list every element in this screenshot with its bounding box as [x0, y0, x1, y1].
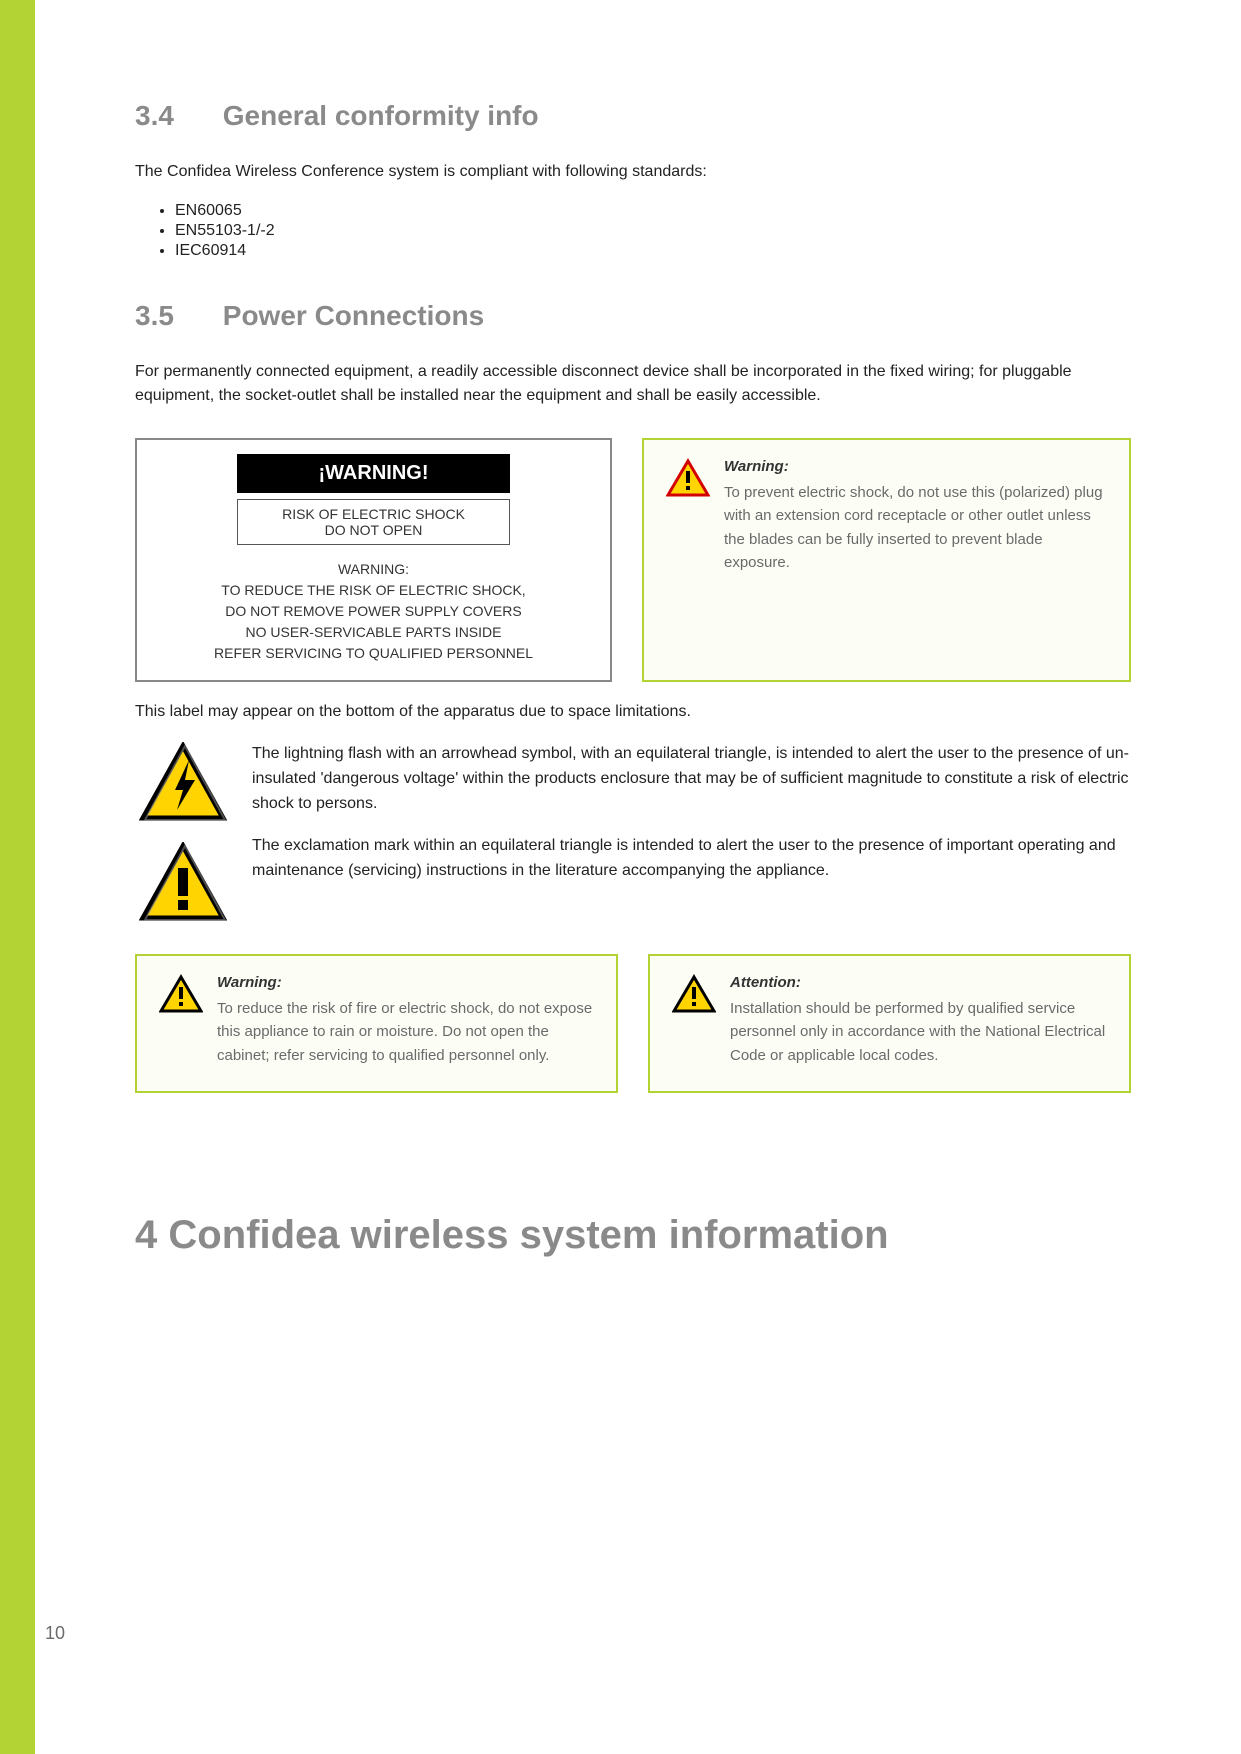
callout-content: Warning: To reduce the risk of fire or e… — [217, 974, 594, 1067]
standards-list: EN60065 EN55103-1/-2 IEC60914 — [175, 202, 1131, 260]
section-3-4-intro: The Confidea Wireless Conference system … — [135, 160, 1131, 184]
warning-header: ¡WARNING! — [237, 454, 510, 493]
label-placement-note: This label may appear on the bottom of t… — [135, 700, 1131, 724]
callout-text: To prevent electric shock, do not use th… — [724, 481, 1107, 574]
warning-subheader: RISK OF ELECTRIC SHOCK DO NOT OPEN — [237, 499, 510, 545]
warning-callout-2: Warning: To reduce the risk of fire or e… — [135, 954, 618, 1093]
symbol-explanation: The lightning flash with an arrowhead sy… — [135, 742, 1131, 924]
list-item: EN55103-1/-2 — [175, 222, 1131, 240]
chapter-4-heading: 4 Confidea wireless system information — [135, 1213, 1131, 1258]
callout-text: To reduce the risk of fire or electric s… — [217, 997, 594, 1067]
exclamation-symbol-text: The exclamation mark within an equilater… — [252, 834, 1131, 884]
list-item: IEC60914 — [175, 242, 1131, 260]
warning-row-1: ¡WARNING! RISK OF ELECTRIC SHOCK DO NOT … — [135, 438, 1131, 682]
lightning-triangle-icon — [139, 742, 227, 824]
warning-row-2: Warning: To reduce the risk of fire or e… — [135, 954, 1131, 1093]
warning-callout-1: Warning: To prevent electric shock, do n… — [642, 438, 1131, 682]
section-title: General conformity info — [223, 100, 539, 131]
warning-label-box: ¡WARNING! RISK OF ELECTRIC SHOCK DO NOT … — [135, 438, 612, 682]
section-number: 3.5 — [135, 300, 215, 332]
callout-title: Attention: — [730, 974, 1107, 991]
page-number: 10 — [45, 1623, 65, 1644]
page: 10 3.4 General conformity info The Confi… — [0, 0, 1241, 1754]
attention-callout: Attention: Installation should be perfor… — [648, 954, 1131, 1093]
chapter-number: 4 — [135, 1213, 157, 1257]
section-3-5-intro: For permanently connected equipment, a r… — [135, 360, 1131, 408]
warning-triangle-icon — [672, 974, 716, 1014]
section-3-5-heading: 3.5 Power Connections — [135, 300, 1131, 332]
list-item: EN60065 — [175, 202, 1131, 220]
callout-text: Installation should be performed by qual… — [730, 997, 1107, 1067]
section-3-4-heading: 3.4 General conformity info — [135, 100, 1131, 132]
symbol-texts-column: The lightning flash with an arrowhead sy… — [252, 742, 1131, 924]
exclamation-triangle-icon — [139, 842, 227, 924]
side-accent-bar — [0, 0, 35, 1754]
symbol-icons-column — [135, 742, 230, 924]
section-title: Power Connections — [223, 300, 484, 331]
callout-title: Warning: — [217, 974, 594, 991]
section-number: 3.4 — [135, 100, 215, 132]
chapter-title: Confidea wireless system information — [168, 1213, 888, 1257]
warning-triangle-icon — [666, 458, 710, 498]
callout-title: Warning: — [724, 458, 1107, 475]
callout-content: Attention: Installation should be perfor… — [730, 974, 1107, 1067]
callout-content: Warning: To prevent electric shock, do n… — [724, 458, 1107, 656]
warning-triangle-icon — [159, 974, 203, 1014]
lightning-symbol-text: The lightning flash with an arrowhead sy… — [252, 742, 1131, 816]
warning-body: WARNING: TO REDUCE THE RISK OF ELECTRIC … — [153, 559, 594, 664]
